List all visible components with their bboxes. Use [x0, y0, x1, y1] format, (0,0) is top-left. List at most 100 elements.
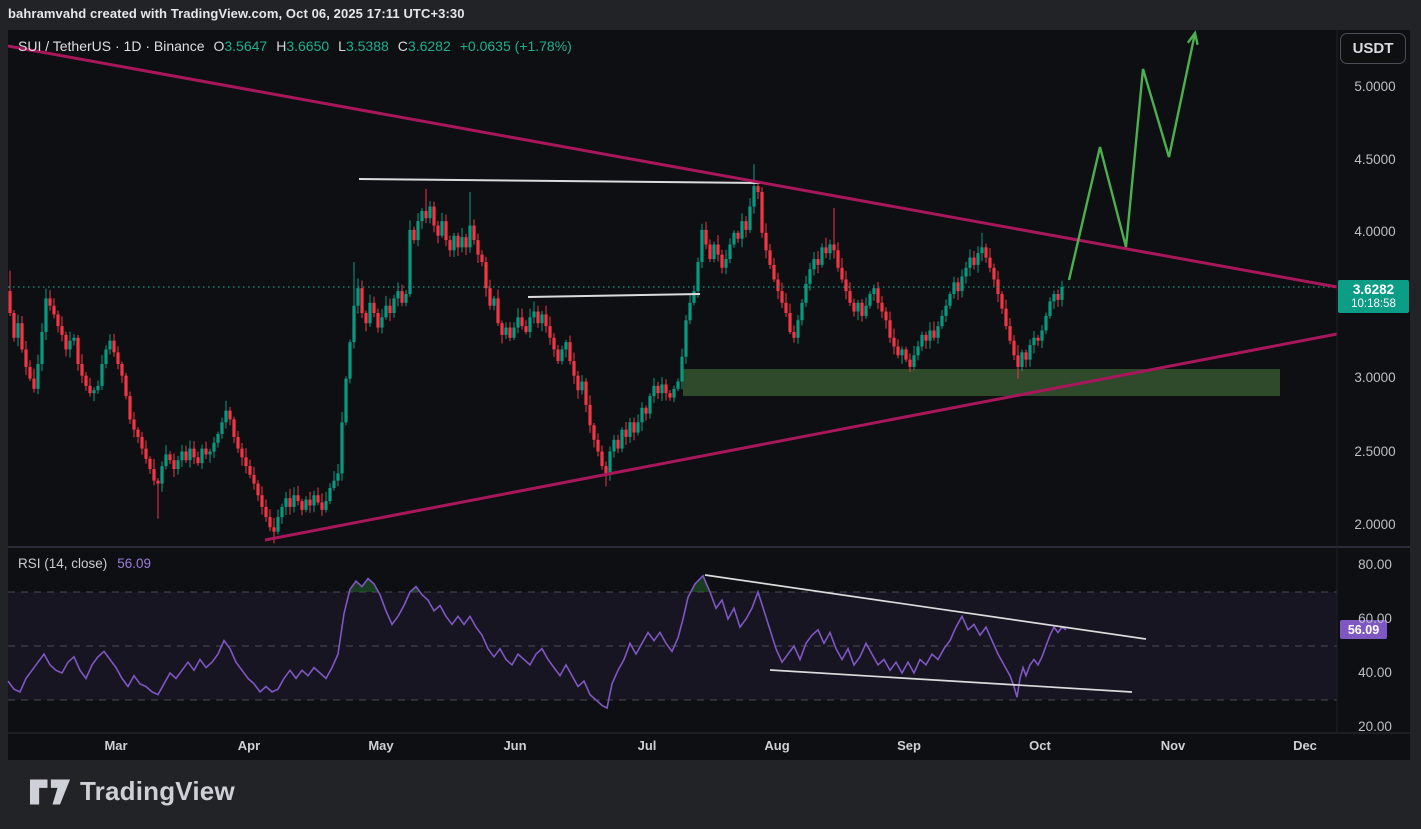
candle	[368, 302, 372, 324]
demand-zone-box[interactable]	[683, 369, 1280, 396]
candle	[1016, 355, 1020, 367]
currency-toggle-button[interactable]: USDT	[1340, 33, 1406, 64]
month-tick-label: Mar	[104, 738, 128, 753]
price-tick-label: 5.0000	[1354, 79, 1396, 94]
candle	[428, 206, 432, 219]
symbol-legend[interactable]: SUI / TetherUS · 1D · Binance O3.5647 H3.…	[18, 38, 572, 54]
candle	[636, 422, 640, 433]
candle	[832, 244, 836, 251]
candle	[476, 240, 480, 255]
candle	[708, 244, 712, 260]
projection-arrow[interactable]	[1067, 32, 1197, 281]
rsi-upper-trendline[interactable]	[704, 574, 1147, 640]
candle	[724, 259, 728, 268]
candle	[228, 410, 232, 420]
candle	[772, 264, 776, 280]
candle	[1052, 294, 1056, 302]
candle	[348, 342, 352, 379]
candle	[640, 407, 644, 423]
candle	[124, 375, 128, 397]
candle	[896, 346, 900, 356]
tradingview-logo[interactable]: TradingView	[30, 776, 235, 807]
bar-countdown: 10:18:58	[1351, 297, 1396, 310]
price-scale[interactable]	[1337, 30, 1410, 733]
candle	[488, 288, 492, 306]
candle	[528, 317, 532, 332]
candle	[844, 279, 848, 292]
candle	[292, 495, 296, 507]
candle	[88, 385, 92, 394]
candle	[76, 337, 80, 365]
ohlc-pair: O3.5647	[213, 38, 268, 54]
candle	[484, 261, 488, 289]
candle	[328, 487, 332, 502]
candle	[972, 257, 976, 265]
candle	[836, 250, 840, 268]
candle	[392, 298, 396, 313]
price-tick-label: 4.0000	[1354, 224, 1396, 239]
candle	[644, 407, 648, 414]
last-price-value: 3.6282	[1352, 282, 1395, 298]
rsi-indicator-legend[interactable]: RSI (14, close) 56.09	[18, 556, 151, 571]
candle	[416, 221, 420, 241]
candle	[576, 375, 580, 391]
candle	[1060, 287, 1064, 300]
candle	[784, 302, 788, 313]
candle	[384, 305, 388, 318]
candle	[424, 210, 428, 219]
candle	[204, 448, 208, 455]
candle	[196, 457, 200, 464]
candle	[32, 378, 36, 389]
candle	[552, 337, 556, 350]
candle	[120, 364, 124, 376]
candle	[236, 436, 240, 449]
price-tick-label: 3.0000	[1354, 370, 1396, 385]
candle	[712, 244, 716, 260]
rsi-lower-trendline[interactable]	[769, 669, 1133, 693]
symbol-title: SUI / TetherUS · 1D · Binance	[18, 38, 205, 54]
candle	[284, 498, 288, 507]
candle	[680, 356, 684, 382]
candle	[944, 305, 948, 316]
candle	[984, 247, 988, 258]
candle	[340, 422, 344, 474]
candle	[852, 302, 856, 312]
time-scale[interactable]	[8, 733, 1337, 760]
candle	[696, 261, 700, 292]
candle	[736, 232, 740, 239]
candle	[436, 225, 440, 236]
rsi-legend-title: RSI (14, close)	[18, 556, 108, 571]
candle	[796, 320, 800, 338]
candle	[28, 366, 32, 379]
resistance-line[interactable]	[358, 178, 761, 184]
candle	[308, 499, 312, 506]
minor-resistance-line[interactable]	[527, 293, 701, 298]
ascending-trendline[interactable]	[264, 332, 1338, 542]
candle	[560, 349, 564, 362]
candle	[908, 359, 912, 367]
candle	[872, 288, 876, 295]
candle	[584, 381, 588, 405]
candle	[372, 302, 376, 313]
candle	[1004, 308, 1008, 327]
candle	[1040, 330, 1044, 341]
candle	[556, 349, 560, 362]
candle	[172, 460, 176, 469]
candle	[376, 312, 380, 328]
candle	[664, 384, 668, 394]
candle	[568, 342, 572, 362]
descending-trendline[interactable]	[7, 44, 1338, 289]
candle	[492, 298, 496, 306]
price-tick-label: 4.5000	[1354, 152, 1396, 167]
candle	[928, 330, 932, 341]
candle	[512, 327, 516, 338]
candle	[212, 442, 216, 452]
rsi-overbought-fill	[690, 575, 710, 592]
candle	[168, 454, 172, 461]
tradingview-logo-text: TradingView	[80, 776, 235, 806]
candle	[668, 393, 672, 398]
month-tick-label: Oct	[1029, 738, 1051, 753]
candle	[248, 466, 252, 475]
